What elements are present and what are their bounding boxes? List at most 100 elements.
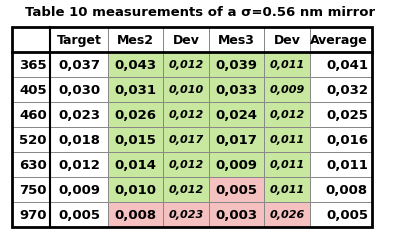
- Text: Mes2: Mes2: [117, 34, 154, 47]
- Bar: [264, 103, 310, 128]
- Text: 0,016: 0,016: [326, 134, 368, 146]
- Bar: [264, 28, 310, 53]
- Text: 0,005: 0,005: [216, 183, 258, 196]
- Text: 750: 750: [20, 183, 47, 196]
- Bar: [209, 152, 264, 177]
- Text: 0,008: 0,008: [114, 208, 156, 221]
- Bar: [50, 202, 108, 227]
- Bar: [12, 202, 50, 227]
- Bar: [108, 128, 163, 152]
- Text: 0,012: 0,012: [269, 110, 305, 120]
- Text: 0,011: 0,011: [269, 185, 305, 195]
- Text: Dev: Dev: [274, 34, 300, 47]
- Text: 405: 405: [19, 84, 47, 97]
- Bar: [310, 103, 372, 128]
- Bar: [163, 28, 209, 53]
- Bar: [163, 78, 209, 103]
- Text: 0,005: 0,005: [326, 208, 368, 221]
- Bar: [163, 177, 209, 202]
- Bar: [50, 177, 108, 202]
- Text: Average: Average: [310, 34, 368, 47]
- Bar: [12, 103, 50, 128]
- Bar: [209, 177, 264, 202]
- Bar: [163, 53, 209, 78]
- Bar: [108, 53, 163, 78]
- Bar: [264, 78, 310, 103]
- Bar: [12, 128, 50, 152]
- Text: 0,024: 0,024: [216, 109, 258, 122]
- Bar: [50, 78, 108, 103]
- Text: 460: 460: [19, 109, 47, 122]
- Text: 0,023: 0,023: [58, 109, 100, 122]
- Text: 0,003: 0,003: [216, 208, 258, 221]
- Text: 0,009: 0,009: [216, 158, 258, 171]
- Bar: [310, 53, 372, 78]
- Bar: [264, 53, 310, 78]
- Bar: [310, 177, 372, 202]
- Bar: [12, 53, 50, 78]
- Text: 0,017: 0,017: [216, 134, 258, 146]
- Text: 0,009: 0,009: [269, 85, 305, 95]
- Text: 0,012: 0,012: [168, 110, 204, 120]
- Text: 0,011: 0,011: [269, 135, 305, 145]
- Bar: [264, 202, 310, 227]
- Bar: [12, 28, 372, 227]
- Bar: [12, 177, 50, 202]
- Text: 0,041: 0,041: [326, 59, 368, 72]
- Bar: [50, 53, 108, 78]
- Bar: [264, 177, 310, 202]
- Text: 0,039: 0,039: [216, 59, 258, 72]
- Text: 365: 365: [19, 59, 47, 72]
- Text: 0,014: 0,014: [114, 158, 156, 171]
- Bar: [50, 152, 108, 177]
- Bar: [163, 202, 209, 227]
- Text: 0,026: 0,026: [269, 210, 305, 219]
- Text: 0,012: 0,012: [58, 158, 100, 171]
- Bar: [50, 128, 108, 152]
- Text: 0,009: 0,009: [58, 183, 100, 196]
- Text: 0,030: 0,030: [58, 84, 100, 97]
- Text: 0,026: 0,026: [114, 109, 156, 122]
- Bar: [163, 152, 209, 177]
- Text: 0,018: 0,018: [58, 134, 100, 146]
- Bar: [310, 78, 372, 103]
- Bar: [50, 28, 108, 53]
- Text: Table 10 measurements of a σ=0.56 nm mirror: Table 10 measurements of a σ=0.56 nm mir…: [25, 6, 375, 19]
- Text: 0,008: 0,008: [326, 183, 368, 196]
- Bar: [209, 53, 264, 78]
- Text: Dev: Dev: [172, 34, 200, 47]
- Bar: [209, 202, 264, 227]
- Bar: [12, 78, 50, 103]
- Bar: [108, 28, 163, 53]
- Bar: [50, 103, 108, 128]
- Text: 630: 630: [19, 158, 47, 171]
- Text: 0,031: 0,031: [114, 84, 156, 97]
- Bar: [108, 177, 163, 202]
- Text: 0,010: 0,010: [114, 183, 156, 196]
- Bar: [108, 202, 163, 227]
- Text: 0,033: 0,033: [216, 84, 258, 97]
- Bar: [12, 152, 50, 177]
- Text: 0,012: 0,012: [168, 60, 204, 70]
- Text: 0,012: 0,012: [168, 185, 204, 195]
- Text: 0,037: 0,037: [58, 59, 100, 72]
- Bar: [310, 152, 372, 177]
- Bar: [209, 28, 264, 53]
- Bar: [310, 128, 372, 152]
- Bar: [12, 28, 50, 53]
- Text: 0,023: 0,023: [168, 210, 204, 219]
- Text: Target: Target: [56, 34, 102, 47]
- Bar: [264, 128, 310, 152]
- Text: 0,011: 0,011: [269, 60, 305, 70]
- Bar: [163, 128, 209, 152]
- Text: 0,012: 0,012: [168, 160, 204, 170]
- Text: 0,043: 0,043: [114, 59, 156, 72]
- Text: 0,015: 0,015: [114, 134, 156, 146]
- Bar: [209, 78, 264, 103]
- Bar: [209, 103, 264, 128]
- Bar: [209, 128, 264, 152]
- Bar: [310, 202, 372, 227]
- Bar: [163, 103, 209, 128]
- Bar: [264, 152, 310, 177]
- Text: 0,017: 0,017: [168, 135, 204, 145]
